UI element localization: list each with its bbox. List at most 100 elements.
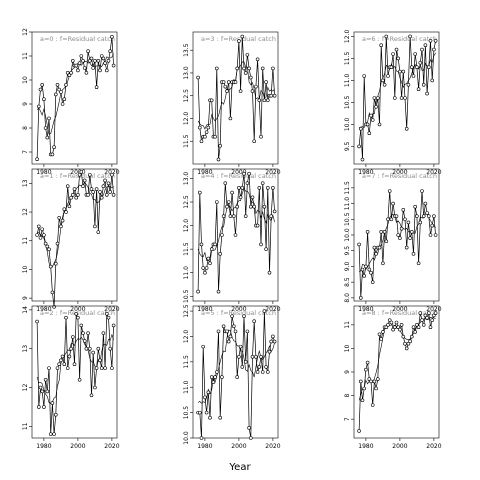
data-point [411, 252, 416, 256]
data-point [67, 204, 72, 209]
data-point [413, 52, 418, 56]
data-point [381, 78, 385, 83]
data-point [272, 93, 277, 98]
data-point [204, 266, 209, 270]
data-point [201, 344, 205, 349]
data-point [260, 370, 265, 374]
data-point [265, 186, 270, 190]
data-point [267, 349, 272, 354]
x-tick-label: 2020 [426, 169, 441, 176]
data-point [374, 252, 378, 256]
data-point [265, 370, 270, 374]
y-tick-label: 13.5 [183, 43, 190, 57]
data-point [401, 334, 406, 339]
data-point [264, 247, 268, 251]
data-point [387, 318, 392, 322]
data-point [106, 58, 111, 63]
panel-frame [353, 31, 440, 165]
data-point [262, 98, 267, 103]
data-point [74, 195, 78, 200]
data-point [374, 105, 378, 109]
panel-1: a=1 : f=Residual catch 9 10 11 12 13 1980 2000 2… [22, 168, 120, 313]
data-point [208, 415, 212, 420]
data-point [372, 96, 377, 100]
data-point [392, 325, 397, 330]
data-point [267, 270, 272, 275]
data-point [226, 339, 231, 344]
data-point [218, 252, 222, 256]
data-point [47, 366, 51, 370]
y-tick-label: 8 [22, 126, 29, 130]
data-point [64, 315, 68, 320]
data-point [40, 227, 45, 232]
data-point [216, 289, 221, 294]
data-point [245, 329, 250, 334]
data-point [216, 329, 221, 334]
data-point [79, 170, 84, 174]
data-point [57, 362, 62, 367]
y-tick-label: 10.5 [344, 96, 351, 110]
data-point [413, 204, 418, 209]
x-axis-label: Year [228, 462, 251, 473]
data-point [403, 217, 407, 222]
panel-label: a=6 : f=Residual catch [362, 35, 437, 43]
x-tick-label: 2000 [70, 443, 85, 450]
y-tick-label: 7 [344, 417, 351, 421]
y-tick-label: 11.5 [183, 242, 190, 256]
data-point [53, 261, 58, 266]
series-line [358, 36, 436, 160]
data-point [94, 187, 99, 191]
panel-7: a=7 : f=Residual catch 8.0 8.5 9.0 9.5 10.0 10… [344, 168, 442, 313]
data-point [71, 58, 75, 63]
x-tick-label: 2000 [392, 306, 407, 313]
data-point [389, 320, 394, 325]
data-point [377, 245, 382, 250]
data-point [98, 358, 102, 363]
data-point [82, 66, 87, 70]
data-point [233, 233, 238, 237]
data-point [238, 195, 243, 200]
panel-frame [192, 305, 279, 439]
data-point [411, 325, 416, 330]
data-point [238, 89, 243, 93]
data-point [57, 87, 62, 92]
data-point [216, 157, 221, 162]
data-point [52, 304, 56, 309]
data-point [69, 346, 73, 351]
y-tick-label: 9.5 [344, 246, 351, 256]
data-point [84, 71, 89, 75]
data-point [96, 58, 101, 63]
data-point [88, 172, 92, 177]
data-point [43, 126, 48, 130]
data-point [199, 242, 204, 247]
data-point [262, 309, 267, 313]
data-point [220, 233, 224, 237]
data-point [370, 280, 375, 284]
data-point [418, 220, 423, 225]
data-point [404, 346, 409, 351]
data-point [257, 365, 262, 369]
data-point [88, 346, 92, 351]
data-point [62, 362, 67, 367]
data-point [425, 211, 429, 215]
data-point [88, 58, 92, 63]
data-point [401, 69, 406, 74]
data-point [42, 405, 46, 409]
data-point [91, 350, 95, 355]
y-tick-label: 12 [22, 208, 29, 216]
data-point [53, 92, 58, 97]
data-point [72, 187, 77, 191]
data-point [111, 63, 116, 68]
data-point [406, 83, 411, 87]
data-point [404, 127, 409, 131]
data-point [59, 224, 63, 229]
data-point [213, 134, 217, 139]
data-point [399, 226, 404, 231]
data-point [411, 74, 416, 78]
data-point [416, 325, 421, 330]
y-tick-label: 9 [344, 370, 351, 374]
data-point [111, 193, 116, 197]
data-point [260, 66, 265, 71]
data-point [377, 122, 382, 127]
data-point [425, 91, 429, 96]
